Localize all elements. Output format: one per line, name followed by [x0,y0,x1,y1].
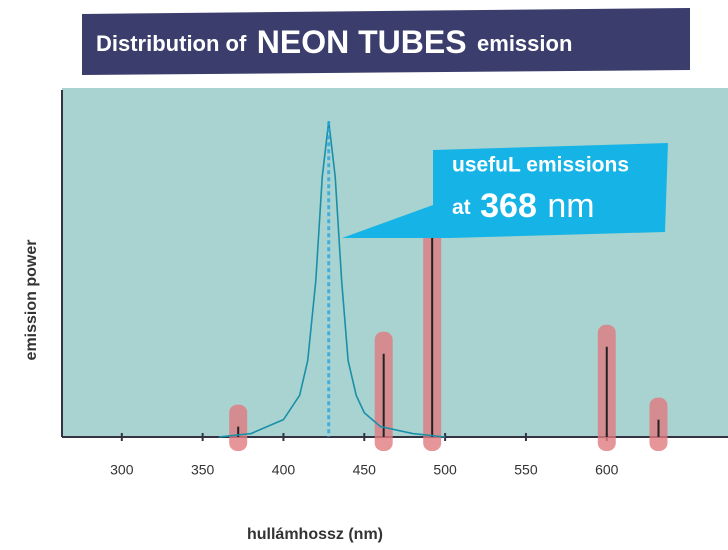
title-part: NEON TUBES [257,24,467,60]
x-tick-label: 550 [514,462,538,478]
x-tick-label: 400 [272,462,296,478]
x-tick-label: 600 [595,462,619,478]
x-axis-label: hullámhossz (nm) [247,526,383,543]
callout-prefix: at [452,196,471,219]
callout-unit: nm [547,187,594,225]
x-tick-label: 350 [191,462,215,478]
callout-number: 368 [480,187,537,225]
chart: 300 350 400 450 500 550 600 Distribution of NE… [0,0,728,550]
title-part: emission [477,31,572,56]
x-tick-label: 450 [353,462,377,478]
y-axis-label: emission power [23,240,40,361]
chart-title: Distribution of NEON TUBES emission [96,24,572,60]
plot-area [62,88,728,437]
title-part: Distribution of [96,31,247,56]
x-tick-label: 500 [433,462,457,478]
x-tick-label: 300 [110,462,134,478]
callout-text: usefuL emissions [452,154,629,177]
